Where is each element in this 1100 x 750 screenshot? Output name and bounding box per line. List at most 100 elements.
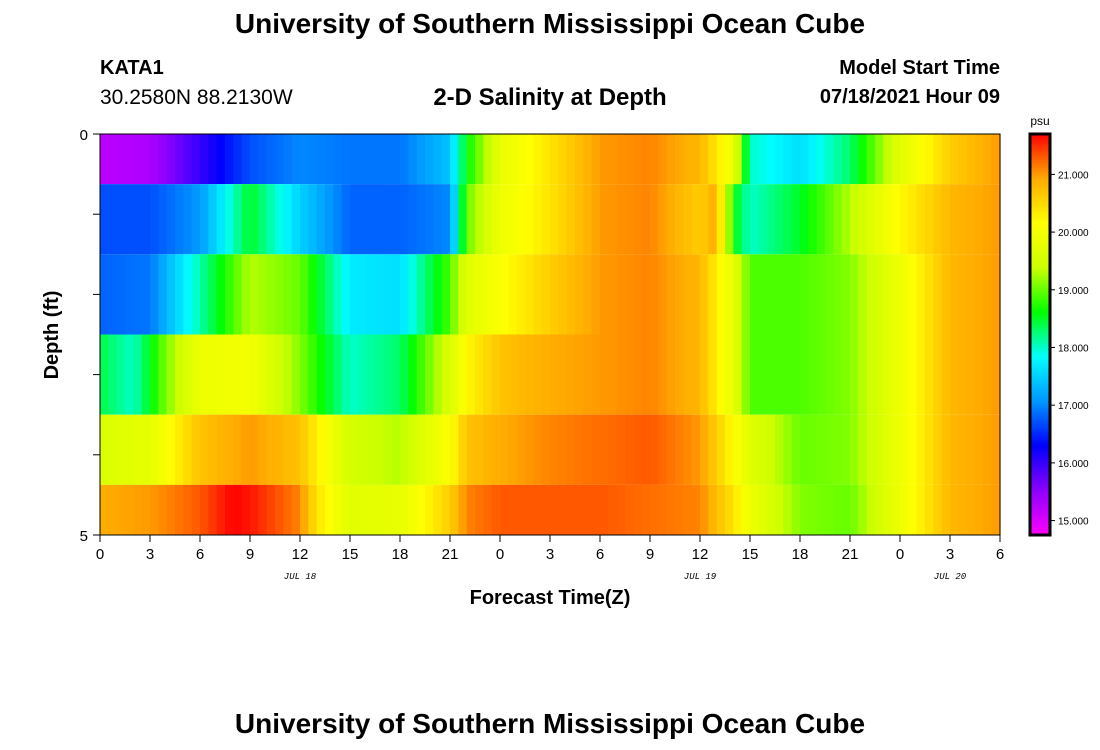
colorbar-cell [1030, 468, 1050, 471]
heatmap-cell [566, 254, 576, 335]
heatmap-cell [808, 334, 818, 415]
heatmap-cell [400, 254, 409, 335]
heatmap-cell [275, 134, 284, 185]
heatmap-cell [316, 134, 326, 185]
heatmap-cell [725, 184, 734, 255]
colorbar-cell [1030, 382, 1050, 385]
x-tick-label: 0 [96, 546, 104, 563]
colorbar-cell [1030, 372, 1050, 375]
colorbar-cell [1030, 406, 1050, 409]
heatmap-cell [858, 184, 868, 255]
heatmap-cell [516, 134, 526, 185]
heatmap-cell [291, 184, 301, 255]
colorbar-cell [1030, 334, 1050, 337]
heatmap-cell [150, 414, 159, 485]
colorbar-cell [1030, 262, 1050, 265]
colorbar-cell [1030, 510, 1050, 513]
heatmap-cell [166, 484, 176, 536]
heatmap-cell [908, 334, 918, 415]
heatmap-cell [691, 334, 701, 415]
heatmap-cell [266, 414, 276, 485]
heatmap-cell [408, 134, 418, 185]
heatmap-cell [883, 334, 893, 415]
colorbar-cell [1030, 486, 1050, 489]
heatmap-cell [116, 414, 126, 485]
heatmap-cell [641, 134, 651, 185]
heatmap-cell [425, 134, 434, 185]
heatmap-cell [775, 184, 784, 255]
heatmap-cell [908, 184, 918, 255]
heatmap-cell [916, 134, 926, 185]
heatmap-cell [191, 184, 201, 255]
heatmap-cell [358, 484, 368, 536]
colorbar-cell [1030, 394, 1050, 397]
heatmap-cell [908, 254, 918, 335]
heatmap-cell [983, 334, 993, 415]
heatmap-cell [766, 484, 776, 536]
heatmap-cell [750, 184, 759, 255]
heatmap-cell [975, 334, 984, 415]
heatmap-cell [241, 414, 251, 485]
heatmap-cell [608, 134, 618, 185]
heatmap-cell [350, 414, 359, 485]
heatmap-cell [516, 334, 526, 415]
heatmap-cell [841, 414, 851, 485]
heatmap-cell [258, 484, 268, 536]
heatmap-cell [733, 254, 743, 335]
heatmap-cell [750, 254, 759, 335]
heatmap-cell [150, 184, 159, 255]
heatmap-cell [550, 484, 559, 536]
colorbar-cell [1030, 276, 1050, 279]
heatmap-cell [391, 134, 401, 185]
heatmap-cell [900, 134, 909, 185]
heatmap-cell [750, 334, 759, 415]
heatmap-cell [558, 414, 568, 485]
heatmap-cell [925, 414, 934, 485]
heatmap-cell [716, 134, 726, 185]
colorbar-cell [1030, 344, 1050, 347]
colorbar-cell [1030, 164, 1050, 167]
heatmap-cell [591, 134, 601, 185]
heatmap-cell [716, 484, 726, 536]
heatmap-cell [775, 254, 784, 335]
heatmap-cell [441, 254, 451, 335]
heatmap-cell [300, 184, 309, 255]
colorbar-frame [1028, 132, 1052, 537]
heatmap-cell [533, 254, 543, 335]
heatmap-cell [450, 414, 459, 485]
colorbar-cell [1030, 266, 1050, 269]
heatmap-cell [875, 134, 884, 185]
heatmap-cell [875, 414, 884, 485]
colorbar-cell [1030, 476, 1050, 479]
heatmap-cell [383, 184, 393, 255]
heatmap-cell [233, 334, 243, 415]
colorbar-cell [1030, 392, 1050, 395]
heatmap-cell [808, 484, 818, 536]
colorbar-cell [1030, 170, 1050, 173]
x-tick-label: 12 [292, 546, 309, 563]
heatmap-cell [666, 254, 676, 335]
heatmap-cell [650, 184, 659, 255]
x-axis-label: Forecast Time(Z) [470, 587, 631, 609]
heatmap-cell [100, 254, 109, 335]
colorbar-cell [1030, 446, 1050, 449]
heatmap-cell [200, 184, 209, 255]
heatmap-cell [633, 334, 643, 415]
colorbar-cell [1030, 518, 1050, 521]
depth-band-4 [100, 414, 1001, 485]
heatmap-cell [741, 184, 751, 255]
heatmap-cell [450, 254, 459, 335]
colorbar-cell [1030, 226, 1050, 229]
colorbar-cell [1030, 166, 1050, 169]
heatmap-cell [475, 484, 484, 536]
heatmap-cell [175, 254, 184, 335]
colorbar-cell [1030, 508, 1050, 511]
heatmap-cell [783, 184, 793, 255]
colorbar-cell [1030, 238, 1050, 241]
heatmap-cell [833, 134, 843, 185]
colorbar-cell [1030, 396, 1050, 399]
colorbar-cell [1030, 190, 1050, 193]
heatmap-cell [666, 334, 676, 415]
heatmap-cell [933, 134, 943, 185]
